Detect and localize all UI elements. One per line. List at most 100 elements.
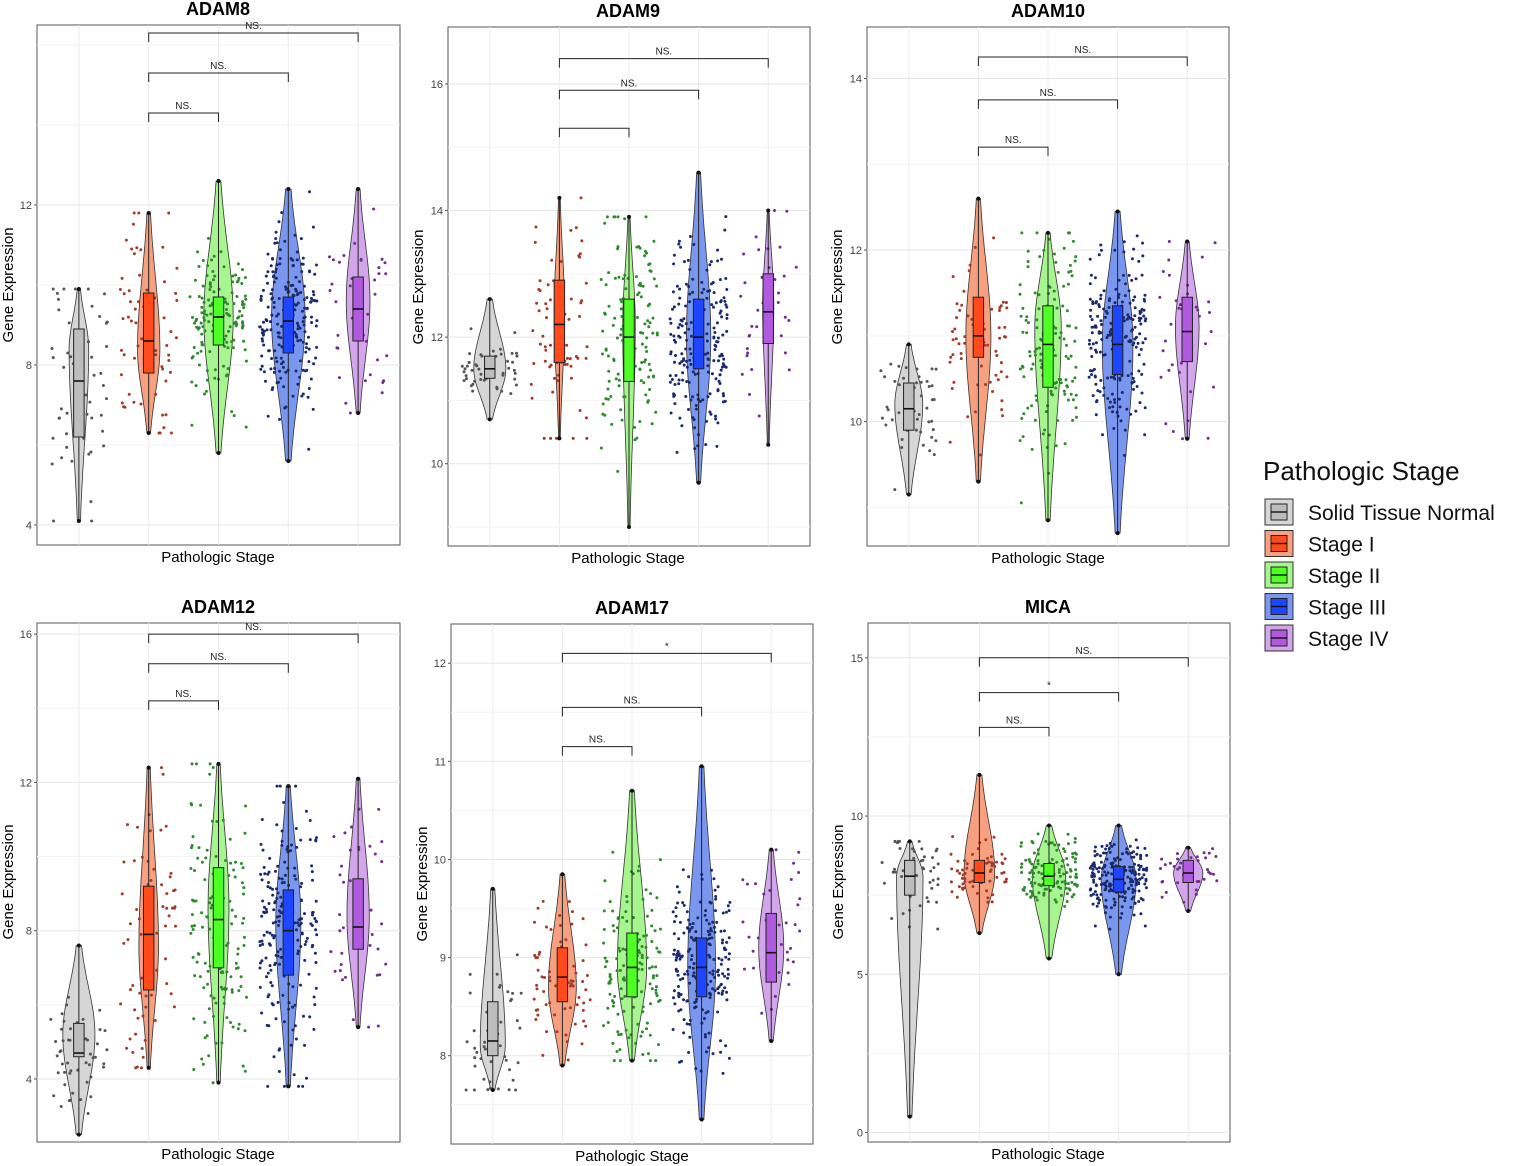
data-point bbox=[244, 425, 248, 429]
data-point bbox=[1117, 278, 1121, 282]
data-point bbox=[128, 922, 132, 926]
data-point bbox=[1060, 864, 1064, 868]
panel-title: ADAM8 bbox=[186, 0, 250, 19]
data-point bbox=[1122, 240, 1126, 244]
data-point bbox=[687, 327, 691, 331]
data-point bbox=[990, 861, 994, 865]
box bbox=[1111, 305, 1124, 375]
data-point bbox=[786, 971, 790, 975]
y-tick-label: 12 bbox=[20, 200, 32, 212]
data-point bbox=[559, 260, 563, 263]
data-point bbox=[1122, 273, 1125, 277]
data-point bbox=[705, 339, 709, 343]
data-point bbox=[260, 354, 264, 358]
data-point bbox=[160, 365, 164, 369]
data-point bbox=[691, 966, 695, 970]
panel-title: ADAM10 bbox=[1011, 1, 1085, 21]
data-point bbox=[936, 883, 940, 887]
data-point bbox=[1159, 867, 1162, 870]
data-point bbox=[702, 287, 706, 291]
data-point bbox=[205, 274, 209, 278]
data-point bbox=[515, 953, 519, 957]
data-point bbox=[745, 882, 749, 886]
legend-label: Stage IV bbox=[1308, 628, 1389, 651]
data-point bbox=[1178, 370, 1181, 374]
data-point bbox=[368, 944, 372, 947]
data-point bbox=[271, 386, 275, 390]
data-point bbox=[134, 1032, 138, 1036]
data-point bbox=[301, 340, 305, 344]
data-point bbox=[1103, 870, 1107, 874]
data-point bbox=[925, 379, 929, 383]
data-point bbox=[302, 284, 306, 288]
data-point bbox=[65, 411, 69, 415]
data-point bbox=[1061, 304, 1065, 308]
data-point bbox=[611, 1041, 615, 1045]
data-point bbox=[278, 257, 282, 260]
data-point bbox=[280, 362, 283, 366]
data-point bbox=[1115, 410, 1119, 414]
data-point bbox=[272, 370, 276, 374]
data-point bbox=[131, 984, 135, 987]
data-point bbox=[207, 298, 211, 302]
data-point bbox=[644, 358, 647, 362]
data-point bbox=[575, 1003, 579, 1007]
data-point bbox=[707, 1046, 711, 1050]
data-point bbox=[102, 1062, 106, 1066]
data-point bbox=[686, 972, 690, 976]
data-point bbox=[1091, 862, 1095, 866]
panel-title: ADAM17 bbox=[595, 598, 669, 618]
data-point bbox=[1196, 859, 1200, 863]
data-point bbox=[652, 277, 656, 281]
data-point bbox=[676, 901, 680, 905]
data-point bbox=[650, 908, 654, 912]
data-point bbox=[710, 372, 714, 376]
data-point bbox=[682, 931, 686, 935]
data-point bbox=[787, 983, 791, 986]
data-point bbox=[300, 881, 304, 885]
data-point bbox=[222, 1001, 226, 1005]
data-point bbox=[706, 929, 710, 933]
data-point bbox=[1132, 913, 1136, 917]
data-point bbox=[202, 312, 206, 316]
data-point bbox=[229, 861, 233, 865]
data-point bbox=[672, 989, 676, 993]
box bbox=[212, 867, 225, 969]
data-point bbox=[1018, 292, 1022, 296]
data-point bbox=[988, 869, 992, 873]
data-point bbox=[1122, 319, 1126, 323]
data-point bbox=[307, 360, 311, 364]
y-tick-label: 14 bbox=[431, 206, 443, 218]
data-point bbox=[473, 379, 477, 383]
data-point bbox=[1075, 876, 1079, 879]
data-point bbox=[1123, 453, 1126, 457]
data-point bbox=[1022, 375, 1026, 379]
data-point bbox=[1057, 870, 1061, 874]
data-point bbox=[61, 1039, 65, 1043]
data-point bbox=[274, 356, 278, 360]
data-point bbox=[272, 1055, 276, 1059]
data-point bbox=[1093, 854, 1097, 858]
violin-layer bbox=[879, 196, 1217, 536]
data-point bbox=[1131, 865, 1134, 869]
data-point bbox=[1142, 867, 1145, 871]
data-point bbox=[640, 962, 644, 966]
data-point bbox=[688, 358, 692, 362]
data-point bbox=[125, 1046, 129, 1050]
data-point bbox=[230, 410, 234, 414]
data-point bbox=[380, 860, 384, 864]
data-point bbox=[616, 215, 620, 219]
data-point bbox=[639, 295, 643, 299]
data-point bbox=[79, 1098, 83, 1102]
data-point bbox=[1143, 337, 1147, 341]
data-point bbox=[915, 367, 919, 371]
data-point bbox=[242, 935, 246, 939]
data-point bbox=[1030, 862, 1034, 866]
data-point bbox=[174, 336, 178, 340]
data-point bbox=[637, 949, 641, 952]
data-point bbox=[510, 997, 513, 1001]
data-point bbox=[673, 1002, 677, 1006]
data-point bbox=[278, 262, 282, 266]
data-point bbox=[1062, 872, 1066, 876]
data-point bbox=[904, 366, 908, 370]
